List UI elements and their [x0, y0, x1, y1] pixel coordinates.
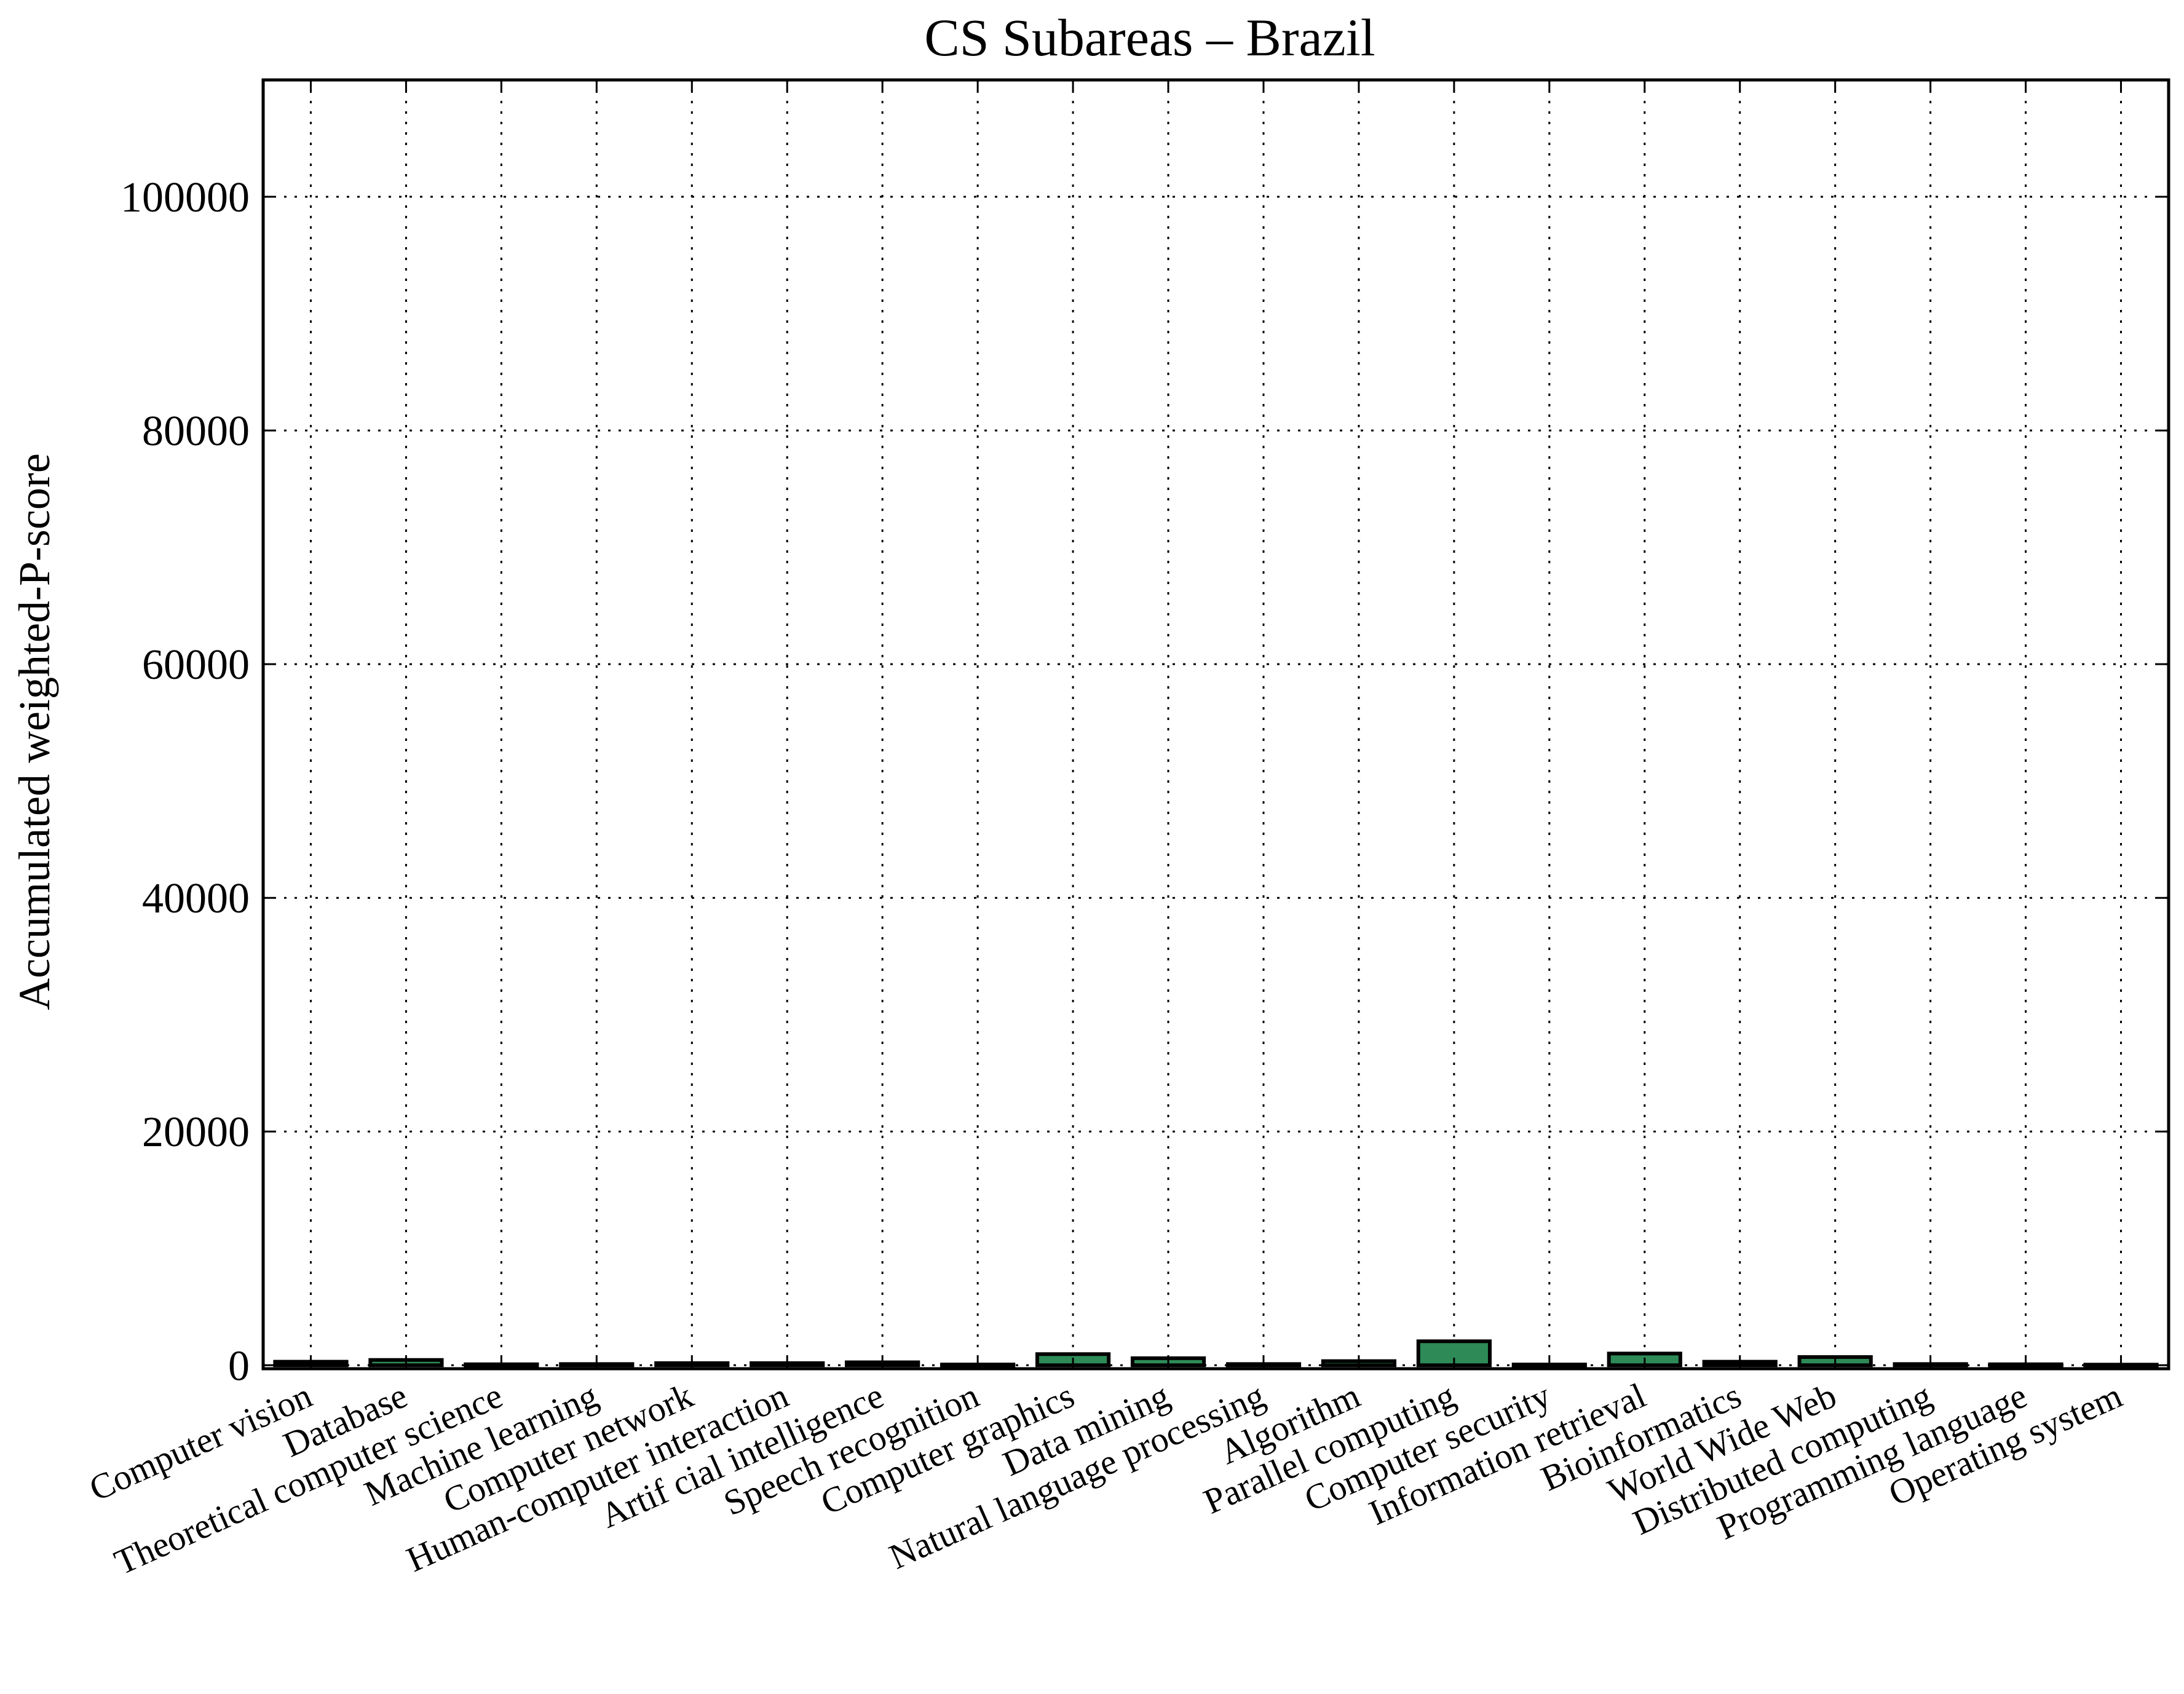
- y-tick-label: 40000: [142, 875, 250, 922]
- grid: [263, 80, 2169, 1369]
- bars: [273, 1339, 2159, 1368]
- y-axis-label: Accumulated weighted-P-score: [10, 453, 59, 1010]
- y-tick-label: 80000: [142, 408, 250, 455]
- y-tick-label: 60000: [142, 641, 250, 689]
- plot-frame: [261, 78, 2170, 1371]
- y-tick-label: 20000: [142, 1109, 250, 1156]
- y-tick-label: 100000: [121, 174, 250, 221]
- y-ticks: 0 20000 40000 60000 80000 100000: [121, 174, 2169, 1390]
- chart-title: CS Subareas – Brazil: [924, 8, 1375, 67]
- y-tick-label: 0: [228, 1342, 250, 1390]
